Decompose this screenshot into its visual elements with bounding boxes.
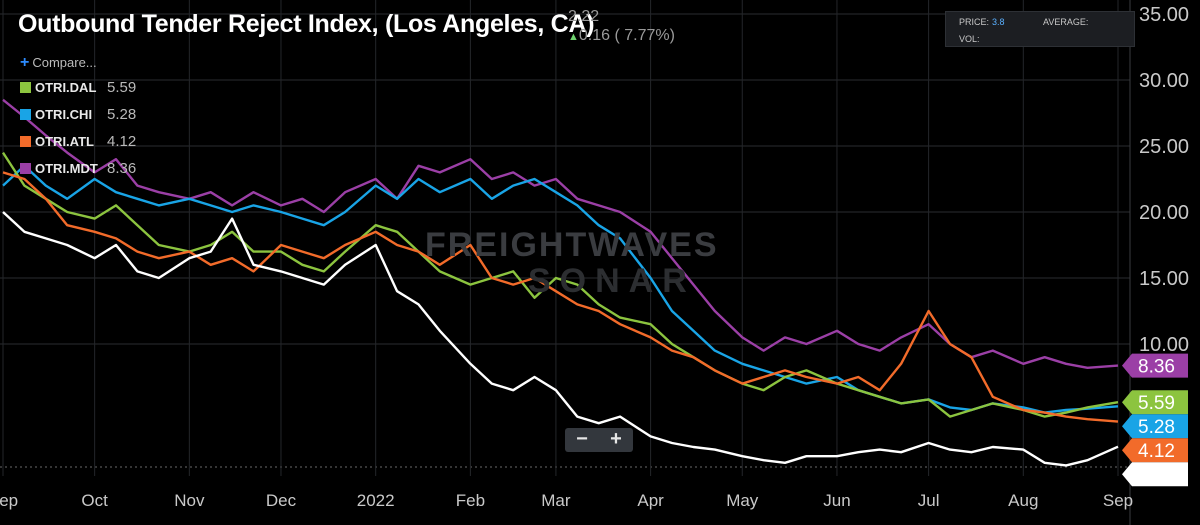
x-tick-label: Jun — [823, 491, 850, 510]
x-tick-label: Feb — [456, 491, 485, 510]
end-value-label: 4.12 — [1138, 441, 1175, 462]
series-line — [2, 171, 1119, 423]
change-text: 0.16 ( 7.77%) — [578, 27, 675, 44]
legend-name: OTRI.DAL — [35, 80, 97, 95]
end-value-label: 2.22 — [1138, 465, 1175, 486]
zoom-out-button[interactable]: − — [576, 428, 588, 450]
legend-name: OTRI.MDT — [35, 161, 98, 176]
x-tick-label: Apr — [637, 491, 664, 510]
end-value-flag-bg — [1122, 462, 1188, 487]
change-value: ▲0.16 ( 7.77%) — [568, 27, 675, 45]
end-value-flag: 5.59 — [1122, 390, 1188, 415]
x-tick-label: Sep — [1103, 491, 1133, 510]
x-tick-label: 2022 — [357, 491, 395, 510]
legend-swatch — [20, 82, 31, 93]
x-tick-label: Mar — [541, 491, 571, 510]
series-lines — [1, 98, 1119, 467]
legend-name: OTRI.CHI — [35, 107, 93, 122]
end-value-flag: 8.36 — [1122, 353, 1188, 378]
y-tick-label: 35.00 — [1139, 4, 1189, 26]
legend-item-dal[interactable]: OTRI.DAL 5.59 — [20, 74, 136, 101]
series-end-labels: 8.36 5.59 5.28 4.12 2.22 — [1122, 353, 1188, 487]
end-value-flag-bg — [1122, 438, 1188, 463]
legend-swatch — [20, 163, 31, 174]
x-tick-label: Sep — [0, 491, 18, 510]
chart-grid — [0, 0, 1131, 525]
x-tick-label: May — [726, 491, 759, 510]
y-tick-label: 15.00 — [1139, 268, 1189, 290]
arrow-up-icon: ▲ — [568, 31, 579, 43]
watermark-freightwaves: FREIGHTWAVES — [425, 226, 719, 264]
compare-label: Compare... — [32, 55, 97, 70]
series-line — [2, 211, 1119, 467]
watermark-sonar: SONAR — [528, 262, 696, 300]
chart-title: Outbound Tender Reject Index, (Los Angel… — [18, 10, 595, 38]
legend-value: 5.28 — [107, 106, 137, 123]
legend-item-chi[interactable]: OTRI.CHI 5.28 — [20, 101, 136, 128]
last-value: 2.22 — [568, 8, 600, 25]
price-label: PRICE: — [959, 17, 990, 27]
end-value-label: 5.28 — [1138, 417, 1175, 438]
y-tick-label: 20.00 — [1139, 202, 1189, 224]
y-tick-label: 30.00 — [1139, 70, 1189, 92]
x-tick-label: Nov — [174, 491, 205, 510]
end-value-flag: 5.28 — [1122, 414, 1188, 439]
average-label: AVERAGE: — [1043, 17, 1089, 27]
legend-item-atl[interactable]: OTRI.ATL 4.12 — [20, 128, 136, 155]
zoom-in-button[interactable]: + — [610, 428, 622, 450]
legend-item-mdt[interactable]: OTRI.MDT 8.36 — [20, 155, 136, 182]
compare-button[interactable]: + Compare... — [20, 54, 97, 72]
x-axis-ticks: Sep Oct Nov Dec 2022 Feb Mar Apr May Jun Jul Aug Sep — [0, 491, 1133, 510]
price-value: 3.8 — [992, 17, 1005, 27]
end-value-flag-bg — [1122, 353, 1188, 378]
price-field: PRICE: 3.8 — [959, 17, 1005, 27]
x-tick-label: Oct — [81, 491, 108, 510]
end-value-flag: 2.22 — [1122, 462, 1188, 487]
zoom-controls: − + — [565, 428, 633, 452]
price-infobox: PRICE: 3.8 AVERAGE: VOL: — [945, 11, 1135, 47]
legend-swatch — [20, 109, 31, 120]
y-tick-label: 10.00 — [1139, 334, 1189, 356]
legend-value: 5.59 — [107, 79, 137, 96]
legend-swatch — [20, 136, 31, 147]
x-tick-label: Aug — [1008, 491, 1038, 510]
x-tick-label: Dec — [266, 491, 297, 510]
vol-label: VOL: — [959, 34, 980, 44]
legend-value: 4.12 — [107, 133, 137, 150]
end-value-flag-bg — [1122, 414, 1188, 439]
legend-name: OTRI.ATL — [35, 134, 94, 149]
y-tick-label: 25.00 — [1139, 136, 1189, 158]
legend-value: 8.36 — [107, 160, 137, 177]
legend: OTRI.DAL 5.59 OTRI.CHI 5.28 OTRI.ATL 4.12 O… — [20, 74, 136, 182]
x-tick-label: Jul — [918, 491, 940, 510]
y-axis-ticks: 35.00 30.00 25.00 20.00 15.00 10.00 — [1139, 4, 1189, 356]
end-value-label: 8.36 — [1138, 357, 1175, 378]
end-value-flag-bg — [1122, 390, 1188, 415]
end-value-label: 5.59 — [1138, 393, 1175, 414]
end-value-flag: 4.12 — [1122, 438, 1188, 463]
plus-icon: + — [20, 54, 30, 71]
